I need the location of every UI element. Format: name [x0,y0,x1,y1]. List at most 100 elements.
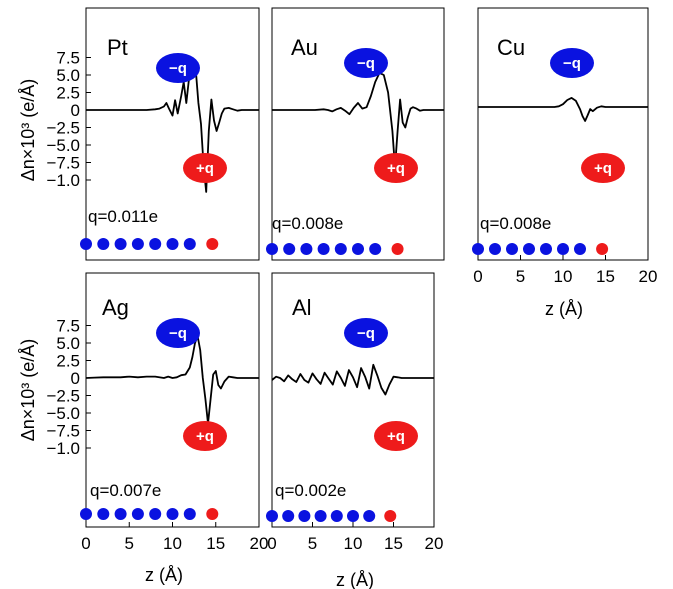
metal-atom-dot [300,243,313,255]
metal-label: Cu [497,35,525,60]
metal-atom-dot [149,508,162,520]
x-tick-label: 15 [596,267,615,286]
metal-atom-dot [369,243,382,255]
metal-label: Ag [102,295,129,320]
y-tick-label: −7.5 [46,422,80,441]
y-tick-label: −1.0 [46,439,80,458]
y-axis-label-text: Δn×10³ (e/Å) [18,79,38,182]
panel-ag: 7.55.02.50−2.5−5.0−7.5−1.00 5 10 15 20Ag−q+q… [46,272,269,553]
panel-au: Au −q +q q=0.008e [266,7,445,261]
metal-atom-dot [183,238,196,250]
x-tick-label: 15 [384,534,403,553]
positive-charge-marker [374,153,418,183]
ion-dot [384,510,397,522]
panel-al: 0 5 10 15 20 Al −q +q q=0.002e [266,272,444,553]
metal-label: Pt [107,35,128,60]
metal-atom-dot [149,238,162,250]
y-axis-label-text: Δn×10³ (e/Å) [18,339,38,442]
negative-charge-marker [156,318,200,348]
metal-atom-dot [282,510,295,522]
negative-charge-marker [344,48,388,78]
positive-charge-marker [183,421,227,451]
metal-atom-dot [131,238,144,250]
series-line [272,72,444,169]
y-tick-label: 7.5 [56,317,80,336]
ion-dot [206,238,219,250]
positive-charge-label: +q [594,160,612,177]
metal-atom-dot [334,243,347,255]
series-line [271,363,434,396]
panel-frame [271,7,445,261]
metal-atom-dot [330,510,343,522]
metal-atom-dot [317,243,330,255]
metal-label: Au [291,35,318,60]
ion-dot [206,508,219,520]
metal-atom-dot [166,508,179,520]
metal-atom-dot [166,238,179,250]
metal-atom-dot [506,243,518,255]
ion-dot [391,243,404,255]
x-axis-label-cu: z (Å) [545,299,583,319]
metal-atom-dot [80,508,92,520]
y-tick-label: 7.5 [56,49,80,68]
panel-frame [85,7,260,261]
y-tick-label: −2.5 [46,387,80,406]
metal-atom-dot [298,510,311,522]
x-tick-label: 15 [206,534,225,553]
metal-atom-dot [266,510,278,522]
metal-atom-dot [363,510,376,522]
x-tick-label: 0 [81,534,90,553]
negative-charge-label: −q [357,325,375,342]
positive-charge-marker [183,153,227,183]
x-tick-label: 10 [344,534,363,553]
metal-atom-dot [472,243,484,255]
x-axis-label-ag: z (Å) [145,565,183,585]
y-tick-label: −5.0 [46,136,80,155]
metal-atom-dot [266,243,278,255]
x-tick-label: 0 [473,267,482,286]
negative-charge-marker [156,53,200,83]
q-value-label: q=0.008e [480,214,551,233]
y-tick-label: 2.5 [56,84,80,103]
x-tick-label: 20 [425,534,444,553]
y-tick-label: 0 [71,101,80,120]
negative-charge-label: −q [169,60,187,77]
ion-dot [596,243,609,255]
x-tick-label: 10 [554,267,573,286]
positive-charge-label: +q [196,160,214,177]
y-tick-label: −2.5 [46,119,80,138]
y-tick-label: −1.0 [46,171,80,190]
metal-atom-dot [314,510,327,522]
metal-atom-dot [283,243,296,255]
y-axis-label-top: Δn×10³ (e/Å) [18,79,38,182]
x-tick-label: 20 [250,534,269,553]
panels: 7.55.02.50−2.5−5.0−7.5−1.0Pt−q+qq=0.011e… [46,7,658,553]
metal-atom-dot [97,238,110,250]
positive-charge-marker [581,153,625,183]
negative-charge-label: −q [563,55,581,72]
positive-charge-label: +q [387,428,405,445]
y-tick-label: 5.0 [56,334,80,353]
x-tick-label: 10 [163,534,182,553]
metal-atom-dot [489,243,501,255]
positive-charge-label: +q [196,428,214,445]
y-tick-label: 5.0 [56,66,80,85]
positive-charge-marker [374,421,418,451]
q-value-label: q=0.007e [90,481,161,500]
y-tick-label: 2.5 [56,352,80,371]
y-tick-label: −5.0 [46,404,80,423]
metal-atom-dot [523,243,535,255]
x-tick-label: 5 [516,267,525,286]
q-value-label: q=0.011e [88,207,158,226]
panel-pt: 7.55.02.50−2.5−5.0−7.5−1.0 Pt −q +q q=0.011e [46,7,260,261]
metal-label: Al [292,295,312,320]
negative-charge-label: −q [357,55,375,72]
series-line [478,97,648,122]
metal-atom-dot [540,243,552,255]
positive-charge-label: +q [387,160,405,177]
metal-atom-dot [80,238,92,250]
q-value-label: q=0.002e [275,481,346,500]
y-tick-label: −7.5 [46,154,80,173]
x-tick-label: 20 [639,267,658,286]
metal-atom-dot [114,508,127,520]
